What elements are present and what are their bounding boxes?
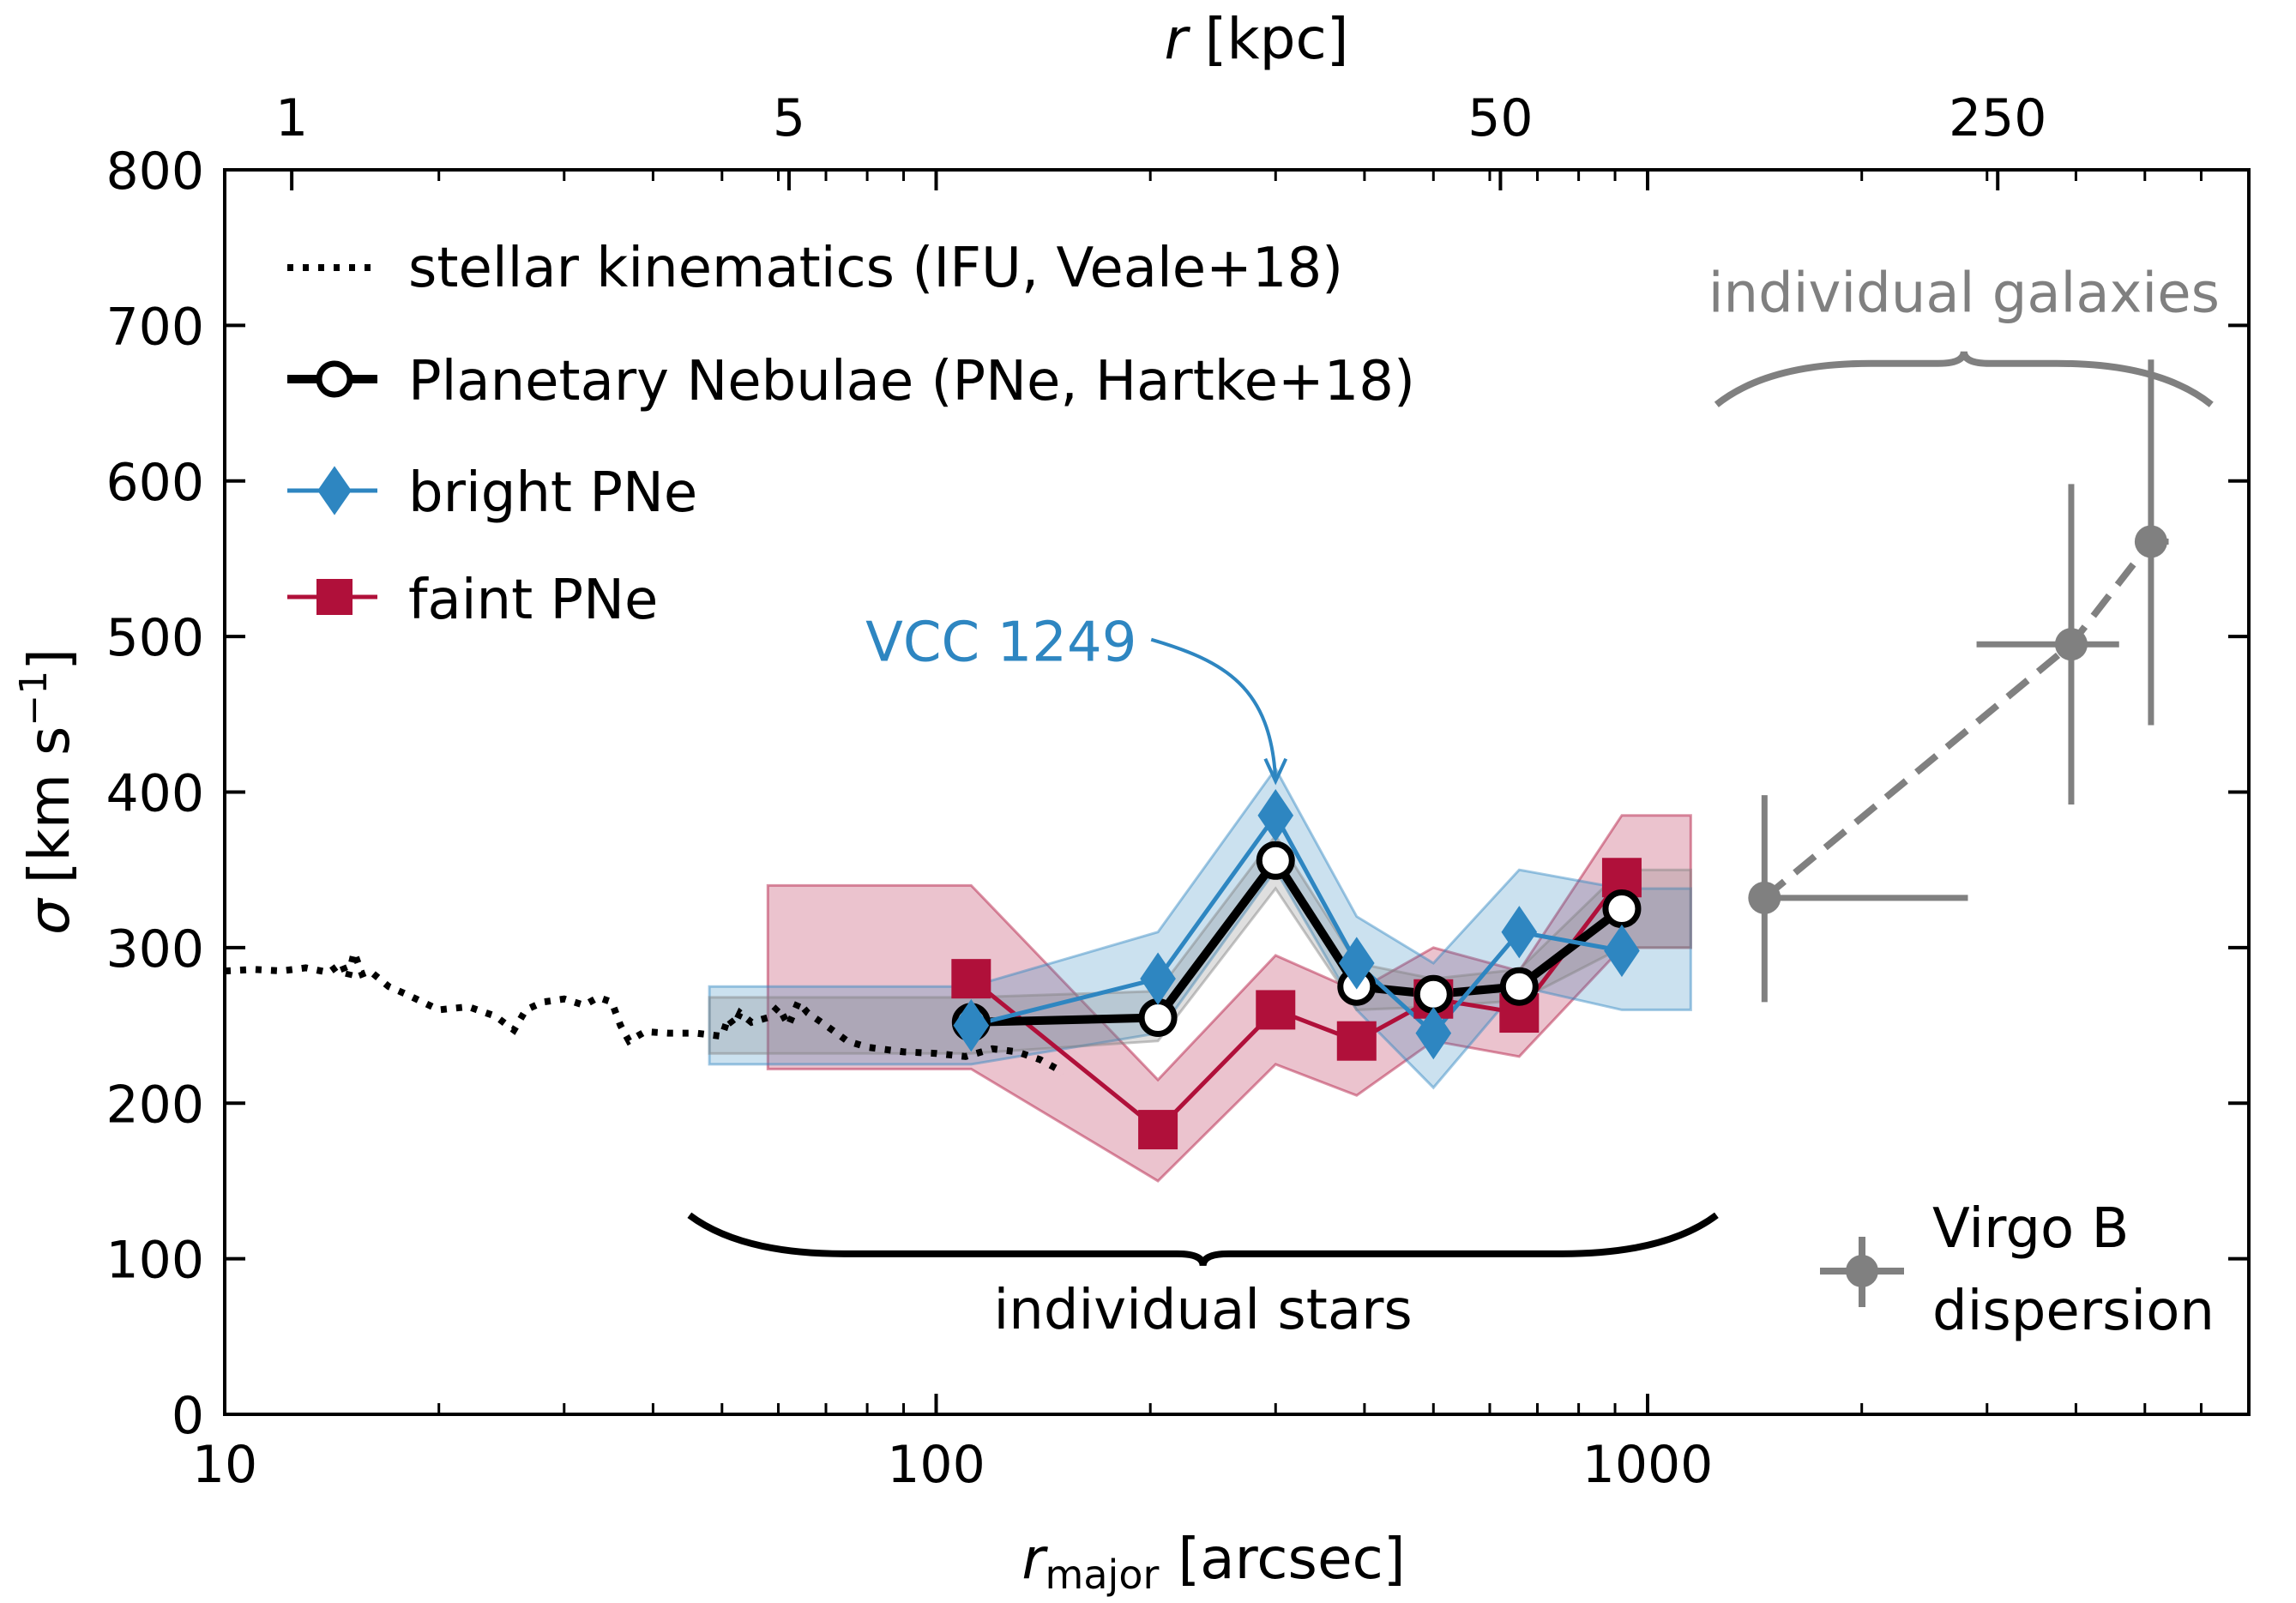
legend-pne-marker	[316, 360, 353, 398]
faint-pne-point	[951, 959, 991, 999]
legend-faint-label: faint PNe	[408, 569, 658, 632]
y-axis-label-main: σ	[16, 897, 82, 935]
bright-pne-point	[1140, 952, 1176, 1005]
legend: stellar kinematics (IFU, Veale+18) Plane…	[287, 237, 2215, 1343]
y-axis-label: σ [km s−1]	[12, 648, 82, 935]
pne-point	[1499, 967, 1539, 1006]
legend-faint-marker	[316, 579, 353, 615]
uncertainty-bands	[708, 766, 1692, 1183]
x-axis-label-unit: [arcsec]	[1178, 1526, 1405, 1592]
bright-pne-point	[1257, 789, 1294, 842]
individual-stars-label: individual stars	[993, 1279, 1412, 1342]
x-tick-label: 100	[887, 1435, 985, 1495]
x-axis-label: rmajor [arcsec]	[1021, 1526, 1405, 1598]
y-axis-ticks: 0 100 200 300 400 500 600 700 800	[105, 142, 2249, 1446]
pne-point	[1138, 997, 1178, 1037]
bright-pne-point	[1338, 937, 1375, 990]
top-axis-label-main: r	[1164, 6, 1190, 72]
y-tick-label: 400	[105, 764, 204, 824]
vcc-1249-label: VCC 1249	[865, 612, 1136, 675]
legend-virgo-marker	[1846, 1255, 1878, 1287]
bright-pne-point	[1604, 924, 1640, 978]
top-tick-label: 1	[275, 88, 308, 148]
bright-pne-point	[953, 998, 990, 1052]
pne-point	[1602, 889, 1642, 929]
virgo-b-point	[2054, 628, 2088, 661]
faint-pne-point	[1256, 990, 1296, 1030]
y-axis-label-sup: −1	[12, 671, 56, 726]
legend-virgo-line1: Virgo B	[1932, 1197, 2129, 1261]
x-tick-label: 1000	[1582, 1435, 1714, 1495]
top-tick-label: 5	[773, 88, 805, 148]
x-tick-label: 10	[192, 1435, 257, 1495]
x-axis-label-main: r	[1021, 1526, 1048, 1592]
individual-galaxies-label: individual galaxies	[1708, 262, 2220, 326]
series-markers	[951, 789, 1642, 1150]
y-tick-label: 200	[105, 1075, 204, 1135]
x-axis-ticks: 10 100 1000	[192, 170, 2251, 1495]
virgo-b-dispersion-series	[1748, 359, 2169, 1003]
bright-pne-point	[1415, 1006, 1452, 1060]
legend-bright-marker	[317, 466, 352, 515]
vcc-1249-arrowhead	[1263, 757, 1288, 786]
y-tick-label: 500	[105, 608, 204, 668]
individual-stars-brace	[687, 1212, 1719, 1267]
faint-pne-point	[1336, 1021, 1377, 1061]
y-tick-label: 600	[105, 453, 204, 513]
pne-point	[1256, 841, 1295, 880]
y-axis-label-unit: [km s	[16, 726, 82, 884]
legend-pne-label: Planetary Nebulae (PNe, Hartke+18)	[408, 350, 1415, 413]
y-tick-label: 300	[105, 919, 204, 979]
top-tick-label: 50	[1467, 88, 1533, 148]
top-axis-label-unit: [kpc]	[1205, 6, 1349, 72]
stellar-kinematics-line	[225, 940, 1064, 1077]
y-tick-label: 800	[105, 142, 204, 202]
individual-galaxies-brace	[1714, 351, 2214, 407]
y-tick-label: 700	[105, 297, 204, 357]
top-axis-ticks: 1 5 50 250	[275, 88, 2046, 190]
virgo-b-point	[1748, 881, 1781, 914]
y-axis-label-close: ]	[16, 648, 82, 671]
x-axis-label-sub: major	[1046, 1552, 1160, 1598]
y-tick-label: 0	[172, 1386, 204, 1446]
bright-pne-point	[1501, 906, 1538, 959]
top-axis-label: r [kpc]	[1164, 6, 1348, 72]
faint-pne-point	[1138, 1110, 1178, 1150]
legend-virgo-line2: dispersion	[1932, 1280, 2215, 1343]
virgo-b-point	[2134, 525, 2167, 558]
annotations: individual stars individual galaxies VCC…	[687, 262, 2220, 1342]
pne-point	[1413, 974, 1453, 1014]
virgo-b-dashed-line	[1762, 539, 2154, 901]
legend-stellar-label: stellar kinematics (IFU, Veale+18)	[408, 237, 1343, 300]
top-tick-label: 250	[1949, 88, 2047, 148]
y-tick-label: 100	[105, 1231, 204, 1291]
vcc-1249-arrow	[1150, 637, 1278, 781]
legend-bright-label: bright PNe	[408, 461, 697, 525]
